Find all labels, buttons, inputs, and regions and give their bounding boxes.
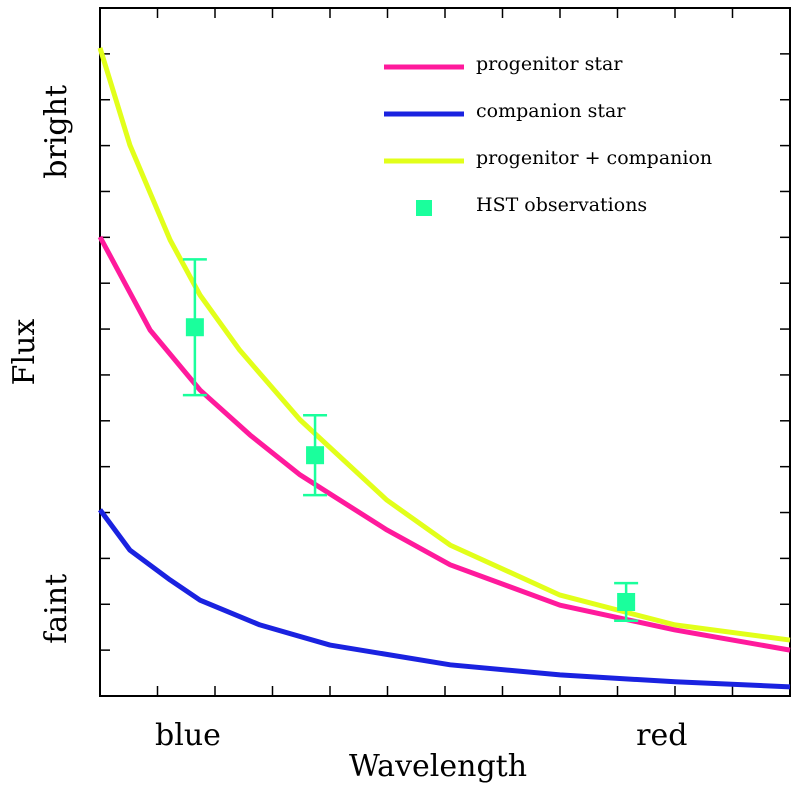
line	[97, 508, 791, 690]
legend-label: companion star	[476, 100, 626, 122]
data-point	[306, 446, 325, 465]
line	[97, 235, 791, 653]
x-axis-label: Wavelength	[349, 749, 527, 784]
plot-frame	[99, 7, 791, 697]
legend-label: HST observations	[476, 194, 647, 216]
legend-label: progenitor star	[476, 53, 623, 75]
legend-swatch	[416, 200, 432, 216]
y-text-label: bright	[39, 85, 74, 179]
legend-label: progenitor + companion	[476, 147, 712, 169]
data-point	[185, 318, 204, 337]
data-point	[617, 592, 636, 611]
x-text-label: red	[636, 718, 687, 753]
y-text-label: faint	[39, 574, 74, 644]
x-text-label: blue	[155, 718, 221, 753]
line	[97, 47, 791, 643]
y-axis-label: Flux	[7, 319, 42, 386]
